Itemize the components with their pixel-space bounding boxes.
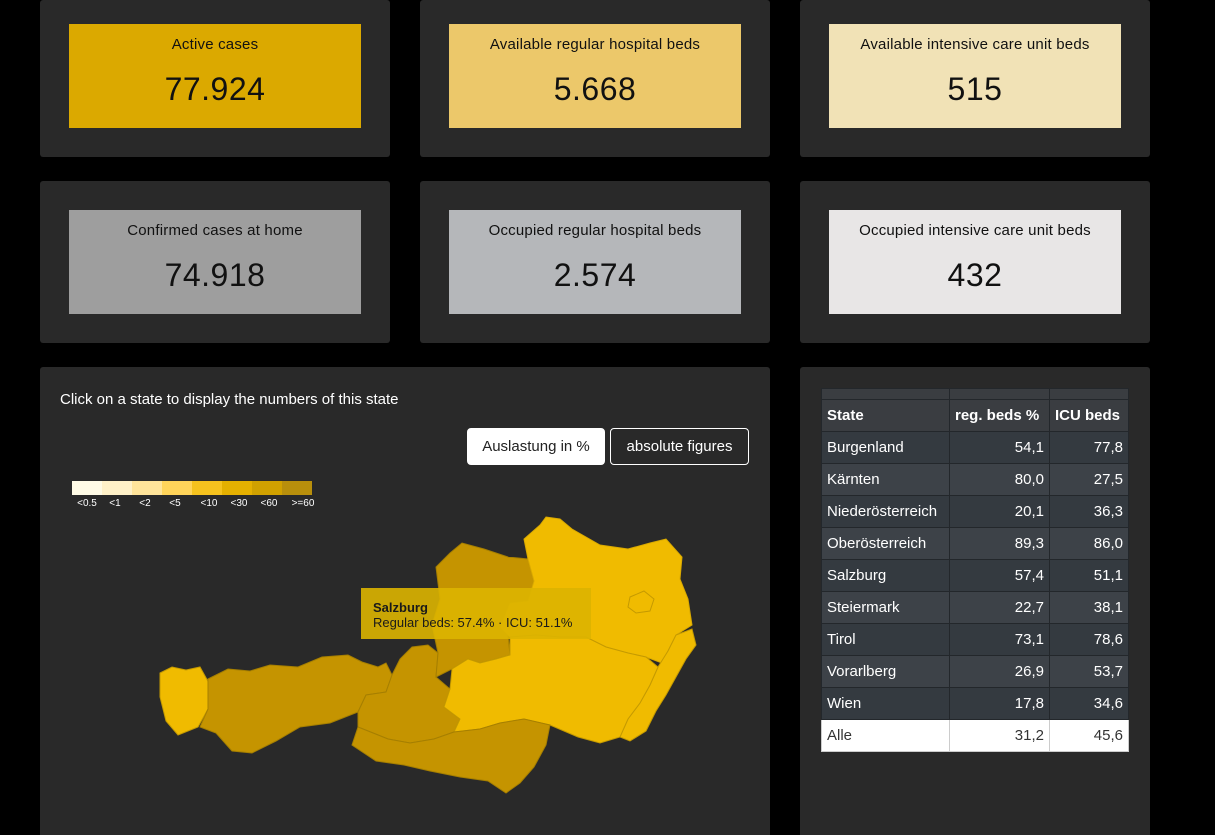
table-panel: State reg. beds % ICU beds Burgenland 54… [800, 367, 1150, 835]
card-value: 432 [947, 257, 1003, 293]
legend-label: <60 [260, 498, 278, 509]
reg-beds-cell: 80,0 [949, 463, 1050, 496]
reg-beds-cell: 73,1 [949, 623, 1050, 656]
table-row[interactable]: Oberösterreich 89,3 86,0 [821, 527, 1129, 560]
reg-beds-cell: 17,8 [949, 687, 1050, 720]
map-state-wien[interactable] [627, 590, 655, 614]
map-tooltip: Salzburg Regular beds: 57.4% · ICU: 51.1… [361, 588, 591, 639]
card-label: Occupied regular hospital beds [488, 222, 702, 239]
occupied-icu-beds-card: Occupied intensive care unit beds 432 [829, 210, 1121, 314]
active-cases-card: Active cases 77.924 [69, 24, 361, 128]
card-value: 77.924 [164, 71, 266, 107]
table-header-spacer [821, 388, 1129, 400]
state-cell: Oberösterreich [821, 527, 950, 560]
icu-beds-cell: 27,5 [1049, 463, 1129, 496]
table-row[interactable]: Kärnten 80,0 27,5 [821, 463, 1129, 496]
reg-beds-cell: 22,7 [949, 591, 1050, 624]
absolute-figures-button[interactable]: absolute figures [610, 428, 749, 465]
icu-beds-cell: 53,7 [1049, 655, 1129, 688]
card-label: Available regular hospital beds [489, 36, 701, 53]
column-header-state[interactable]: State [821, 399, 950, 432]
card-panel-available-icu-beds: Available intensive care unit beds 515 [800, 0, 1150, 157]
states-table: State reg. beds % ICU beds Burgenland 54… [821, 388, 1129, 752]
occupied-regular-beds-card: Occupied regular hospital beds 2.574 [449, 210, 741, 314]
state-cell: Tirol [821, 623, 950, 656]
legend-label: <2 [139, 498, 151, 509]
card-label: Confirmed cases at home [127, 222, 303, 239]
reg-beds-cell: 31,2 [949, 719, 1050, 752]
legend-label: >=60 [291, 498, 315, 509]
legend-label: <5 [169, 498, 181, 509]
column-header-icu-beds[interactable]: ICU beds [1049, 399, 1129, 432]
state-cell: Salzburg [821, 559, 950, 592]
card-value: 515 [947, 71, 1003, 107]
card-label: Occupied intensive care unit beds [859, 222, 1091, 239]
reg-beds-cell: 26,9 [949, 655, 1050, 688]
percent-toggle-button[interactable]: Auslastung in % [467, 428, 605, 465]
card-value: 5.668 [553, 71, 637, 107]
icu-beds-cell: 77,8 [1049, 431, 1129, 464]
legend-label: <0.5 [77, 498, 97, 509]
icu-beds-cell: 78,6 [1049, 623, 1129, 656]
table-row[interactable]: Vorarlberg 26,9 53,7 [821, 655, 1129, 688]
icu-beds-cell: 45,6 [1049, 719, 1129, 752]
table-row[interactable]: Tirol 73,1 78,6 [821, 623, 1129, 656]
card-panel-available-regular-beds: Available regular hospital beds 5.668 [420, 0, 770, 157]
state-cell: Wien [821, 687, 950, 720]
tooltip-text: Regular beds: 57.4% · ICU: 51.1% [373, 615, 573, 630]
card-label: Available intensive care unit beds [860, 36, 1090, 53]
legend-swatch [72, 481, 102, 495]
available-icu-beds-card: Available intensive care unit beds 515 [829, 24, 1121, 128]
table-row[interactable]: Salzburg 57,4 51,1 [821, 559, 1129, 592]
table-row[interactable]: Steiermark 22,7 38,1 [821, 591, 1129, 624]
table-header-row: State reg. beds % ICU beds [821, 399, 1129, 432]
state-cell: Burgenland [821, 431, 950, 464]
cases-at-home-card: Confirmed cases at home 74.918 [69, 210, 361, 314]
tooltip-title: Salzburg [373, 600, 428, 615]
card-value: 74.918 [164, 257, 266, 293]
legend-swatch [162, 481, 192, 495]
icu-beds-cell: 86,0 [1049, 527, 1129, 560]
column-header-reg-beds[interactable]: reg. beds % [949, 399, 1050, 432]
legend-label: <30 [230, 498, 248, 509]
map-state-steiermark[interactable] [443, 634, 659, 744]
legend-label: <10 [200, 498, 218, 509]
state-cell: Niederösterreich [821, 495, 950, 528]
reg-beds-cell: 54,1 [949, 431, 1050, 464]
table-total-row[interactable]: Alle 31,2 45,6 [821, 719, 1129, 752]
icu-beds-cell: 51,1 [1049, 559, 1129, 592]
card-panel-occupied-regular-beds: Occupied regular hospital beds 2.574 [420, 181, 770, 343]
legend-swatch [192, 481, 222, 495]
icu-beds-cell: 36,3 [1049, 495, 1129, 528]
card-panel-occupied-icu-beds: Occupied intensive care unit beds 432 [800, 181, 1150, 343]
card-label: Active cases [171, 36, 259, 53]
table-row[interactable]: Niederösterreich 20,1 36,3 [821, 495, 1129, 528]
legend-swatch [102, 481, 132, 495]
legend-swatch [132, 481, 162, 495]
card-value: 2.574 [553, 257, 637, 293]
icu-beds-cell: 38,1 [1049, 591, 1129, 624]
state-cell: Vorarlberg [821, 655, 950, 688]
state-cell: Steiermark [821, 591, 950, 624]
map-panel: Click on a state to display the numbers … [40, 367, 770, 835]
icu-beds-cell: 34,6 [1049, 687, 1129, 720]
legend-label: <1 [109, 498, 121, 509]
map-state-kaernten[interactable] [351, 718, 551, 794]
state-cell: Kärnten [821, 463, 950, 496]
legend-swatch [222, 481, 252, 495]
table-row[interactable]: Burgenland 54,1 77,8 [821, 431, 1129, 464]
legend-swatch [282, 481, 312, 495]
table-row[interactable]: Wien 17,8 34,6 [821, 687, 1129, 720]
legend-swatch [252, 481, 282, 495]
state-cell: Alle [821, 719, 950, 752]
reg-beds-cell: 20,1 [949, 495, 1050, 528]
reg-beds-cell: 57,4 [949, 559, 1050, 592]
map-hint-text: Click on a state to display the numbers … [60, 391, 399, 408]
reg-beds-cell: 89,3 [949, 527, 1050, 560]
available-regular-beds-card: Available regular hospital beds 5.668 [449, 24, 741, 128]
card-panel-cases-at-home: Confirmed cases at home 74.918 [40, 181, 390, 343]
card-panel-active-cases: Active cases 77.924 [40, 0, 390, 157]
